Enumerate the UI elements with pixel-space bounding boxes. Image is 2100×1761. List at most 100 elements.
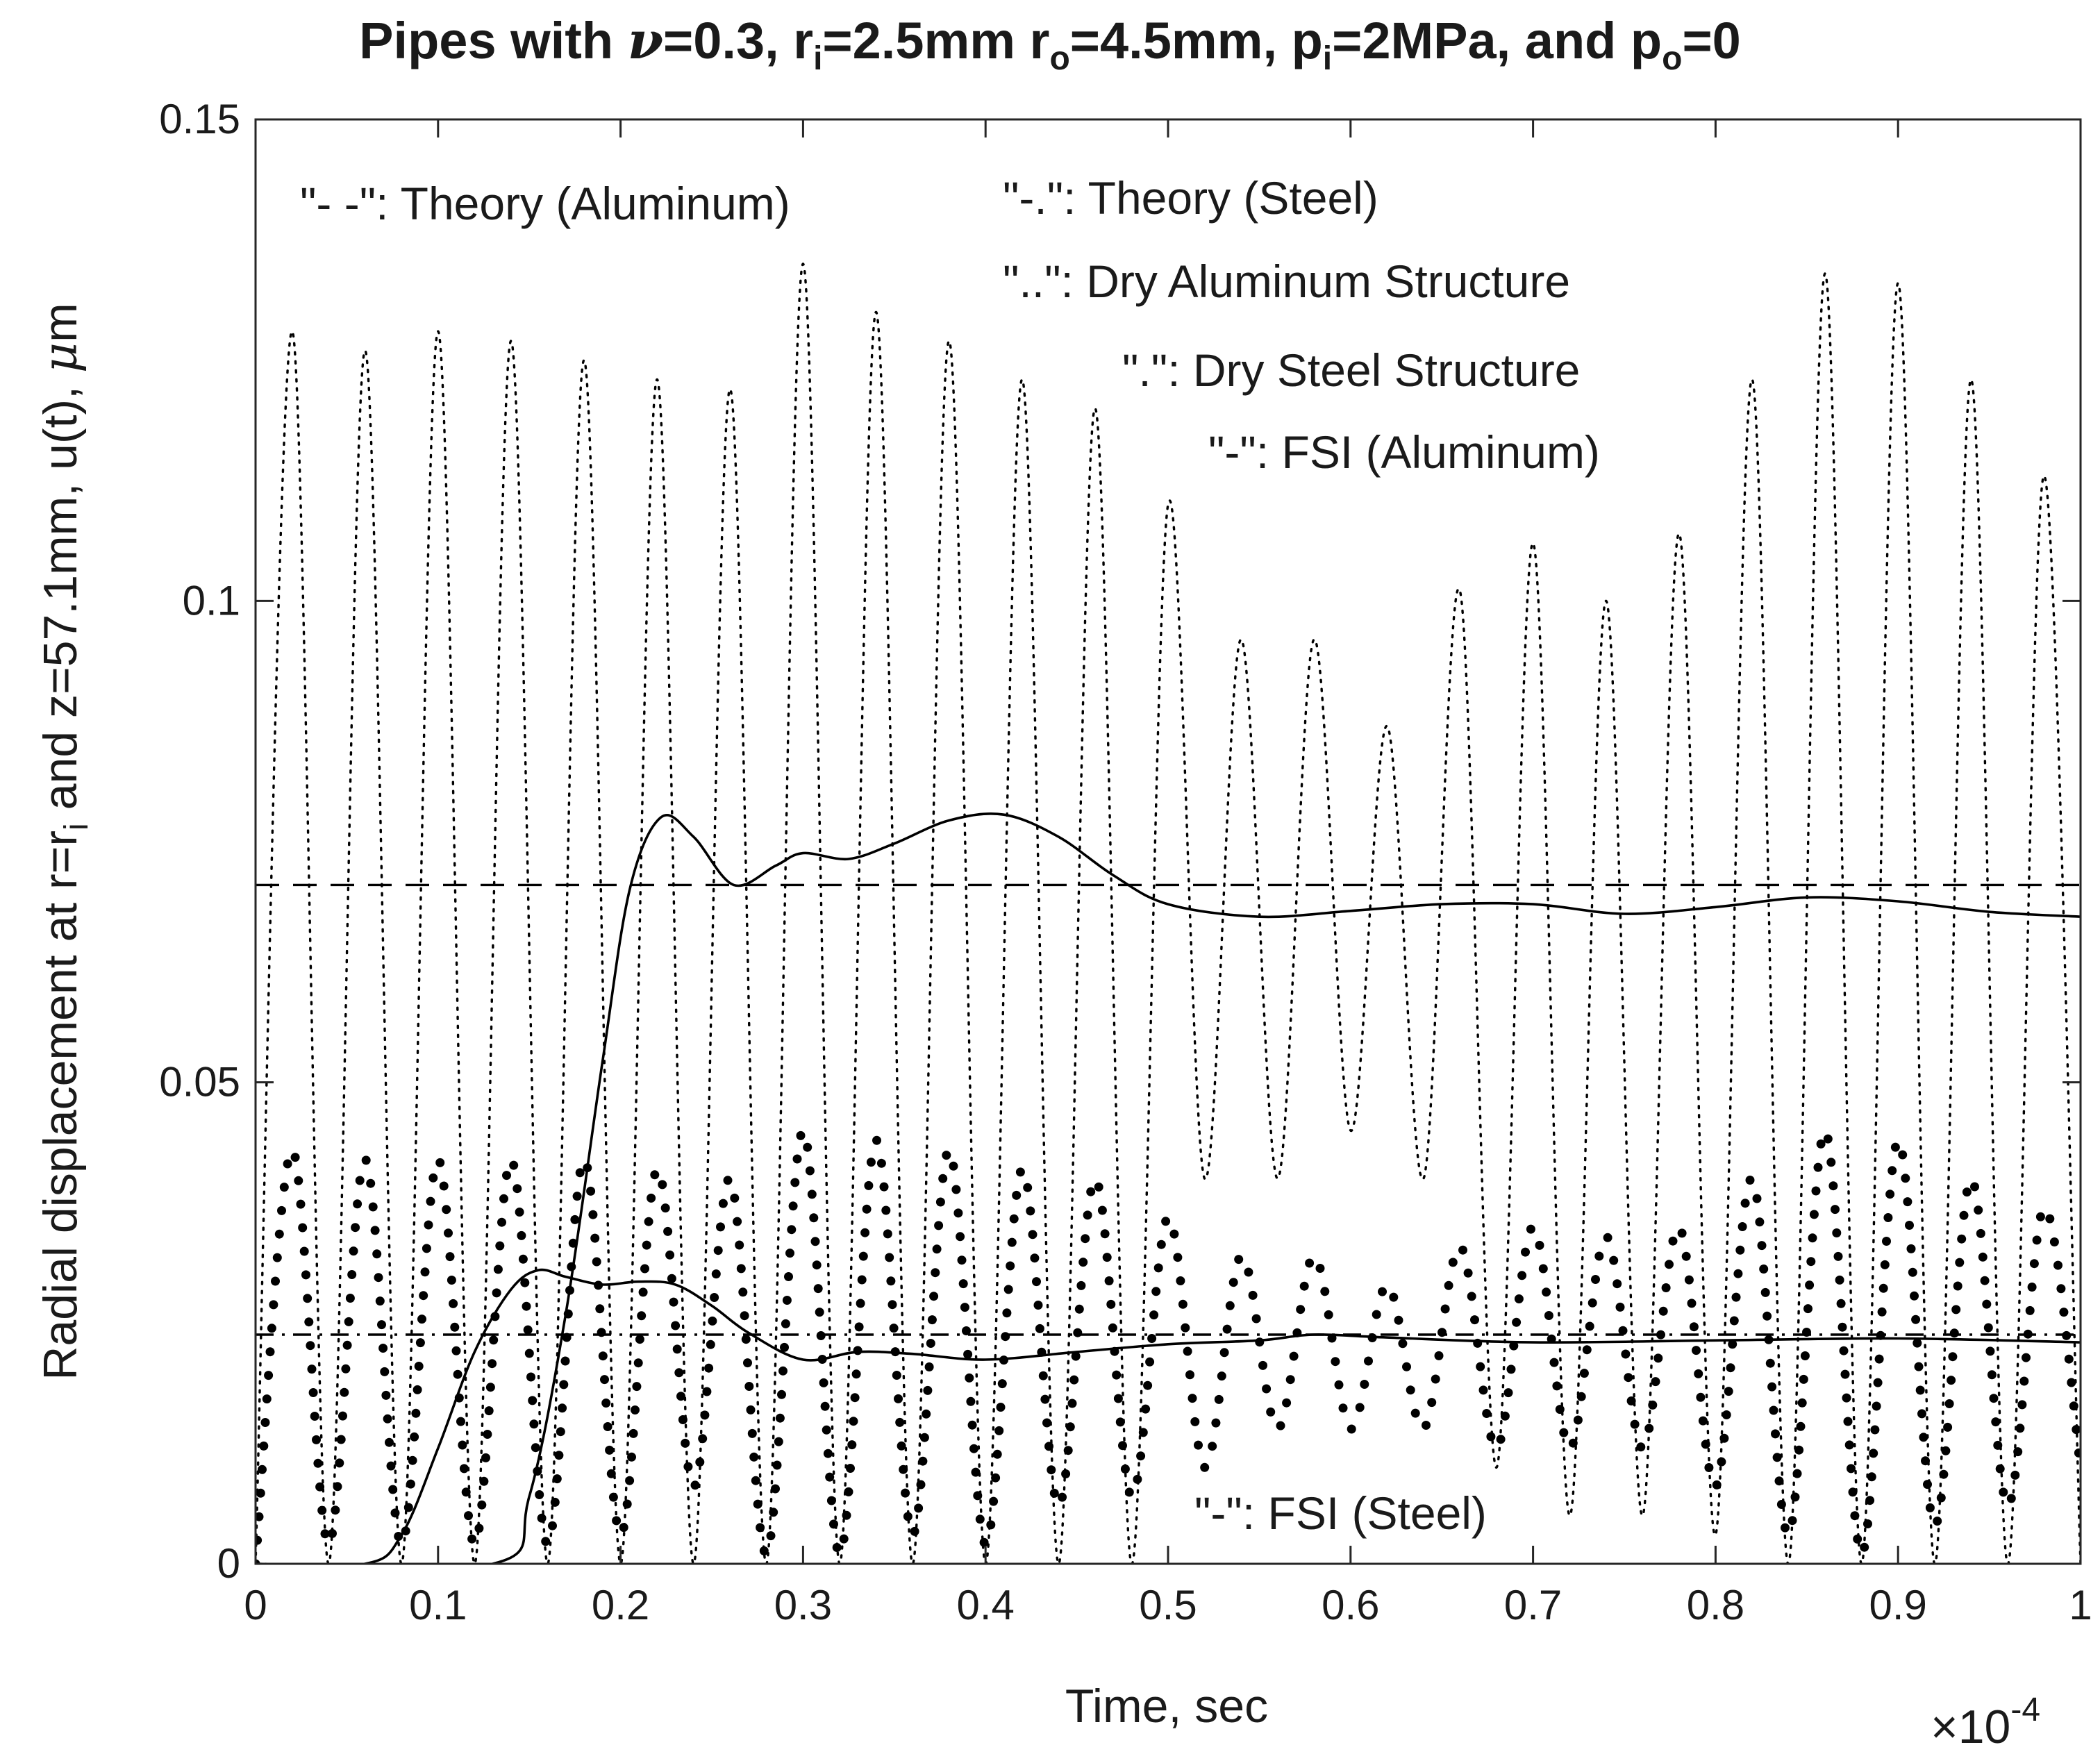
series-dry-steel-structure-point: [772, 1460, 782, 1470]
series-dry-steel-structure-point: [415, 1338, 425, 1348]
series-dry-steel-structure-point: [994, 1426, 1004, 1435]
series-dry-steel-structure-point: [846, 1464, 855, 1473]
series-dry-steel-structure-point: [1953, 1281, 1962, 1291]
series-dry-steel-structure-point: [663, 1226, 673, 1236]
legend-dry-aluminum: "..": Dry Aluminum Structure: [1003, 256, 1570, 307]
series-dry-steel-structure-point: [1677, 1228, 1687, 1238]
series-dry-steel-structure-point: [1194, 1440, 1203, 1450]
series-dry-steel-structure-point: [1757, 1241, 1767, 1251]
series-dry-steel-structure-point: [2069, 1401, 2078, 1411]
series-dry-steel-structure-point: [598, 1351, 608, 1361]
series-dry-steel-structure-point: [1943, 1422, 1953, 1432]
series-dry-steel-structure-point: [1496, 1435, 1506, 1444]
series-dry-steel-structure-point: [669, 1297, 678, 1307]
series-dry-steel-structure-point: [751, 1476, 760, 1485]
series-dry-steel-structure-point: [1544, 1311, 1553, 1320]
series-dry-steel-structure-point: [1032, 1277, 1041, 1287]
series-dry-steel-structure-point: [756, 1523, 765, 1533]
series-dry-steel-structure-point: [1974, 1205, 1983, 1215]
series-dry-steel-structure-point: [374, 1273, 383, 1283]
series-fsi-aluminum-line: [256, 812, 2081, 1564]
series-dry-steel-structure-point: [723, 1176, 733, 1185]
series-dry-steel-structure-point: [548, 1521, 557, 1530]
series-dry-steel-structure-point: [777, 1389, 786, 1399]
series-dry-steel-structure-point: [1656, 1330, 1665, 1339]
series-dry-steel-structure-point: [1398, 1339, 1408, 1349]
series-dry-steel-structure-point: [1636, 1442, 1646, 1452]
series-dry-steel-structure-point: [1448, 1258, 1458, 1267]
series-dry-steel-structure-point: [1509, 1341, 1519, 1351]
series-dry-steel-structure-point: [333, 1482, 342, 1492]
series-dry-steel-structure-point: [414, 1362, 424, 1371]
series-dry-steel-structure-point: [1028, 1230, 1038, 1240]
series-dry-steel-structure-point: [650, 1170, 660, 1180]
series-dry-steel-structure-point: [1745, 1176, 1755, 1185]
series-dry-steel-structure-point: [942, 1151, 951, 1160]
series-dry-steel-structure-point: [345, 1294, 355, 1303]
series-dry-steel-structure-point: [1959, 1210, 1969, 1220]
series-dry-steel-structure-point: [951, 1185, 961, 1194]
series-dry-steel-structure-point: [312, 1435, 321, 1444]
series-dry-steel-structure-point: [449, 1299, 458, 1308]
series-dry-steel-structure-point: [310, 1412, 319, 1421]
series-dry-steel-structure-point: [477, 1500, 487, 1510]
series-dry-steel-structure-point: [502, 1171, 511, 1180]
y-tick-label: 0.1: [183, 577, 240, 624]
series-dry-steel-structure-point: [1482, 1409, 1492, 1418]
series-dry-steel-structure-point: [1324, 1310, 1333, 1319]
series-dry-steel-structure-point: [2023, 1329, 2033, 1339]
series-dry-steel-structure-point: [558, 1403, 567, 1413]
series-dry-steel-structure-point: [1568, 1438, 1578, 1448]
series-dry-steel-structure-point: [1200, 1462, 1210, 1472]
series-dry-steel-structure-point: [562, 1333, 572, 1342]
series-dry-steel-structure-point: [605, 1445, 615, 1455]
series-dry-steel-structure-point: [274, 1229, 284, 1239]
series-dry-steel-structure-point: [860, 1228, 870, 1237]
series-dry-steel-structure-point: [674, 1368, 684, 1378]
series-dry-steel-structure-point: [953, 1208, 963, 1218]
series-dry-steel-structure-point: [929, 1292, 939, 1301]
series-dry-steel-structure-point: [1762, 1311, 1772, 1321]
series-dry-steel-structure-point: [1919, 1433, 1928, 1442]
series-dry-steel-structure-point: [341, 1364, 351, 1374]
series-dry-steel-structure-point: [484, 1406, 494, 1416]
series-dry-steel-structure-point: [340, 1387, 349, 1397]
series-dry-steel-structure-point: [2059, 1308, 2069, 1317]
series-dry-steel-structure-point: [1331, 1357, 1340, 1367]
series-dry-steel-structure-point: [1262, 1384, 1272, 1394]
series-dry-steel-structure-point: [1800, 1351, 1810, 1360]
series-dry-steel-structure-point: [1003, 1285, 1013, 1294]
series-dry-steel-structure-point: [1936, 1493, 1946, 1503]
series-dry-steel-structure-point: [1360, 1380, 1369, 1389]
series-dry-steel-structure-point: [1143, 1380, 1153, 1390]
series-dry-steel-structure-point: [969, 1444, 978, 1453]
series-dry-steel-structure-point: [716, 1222, 725, 1232]
series-dry-steel-structure-point: [388, 1485, 398, 1494]
series-dry-steel-structure-point: [272, 1253, 282, 1262]
series-dry-steel-structure-point: [1905, 1221, 1914, 1230]
series-dry-steel-structure-point: [1023, 1183, 1033, 1192]
series-dry-steel-structure-point: [2019, 1376, 2029, 1386]
series-dry-steel-structure-point: [1440, 1304, 1450, 1314]
series-dry-steel-structure-point: [864, 1180, 874, 1190]
series-dry-steel-structure-point: [1251, 1314, 1261, 1324]
series-dry-steel-structure-point: [1594, 1251, 1604, 1261]
series-dry-steel-structure-point: [851, 1369, 861, 1379]
series-dry-steel-structure-point: [256, 1512, 264, 1521]
series-dry-steel-structure-point: [2072, 1425, 2081, 1435]
series-dry-steel-structure-point: [858, 1251, 868, 1261]
series-dry-steel-structure-point: [844, 1487, 853, 1496]
series-dry-steel-structure-point: [923, 1385, 933, 1395]
series-dry-steel-structure-point: [568, 1238, 578, 1248]
series-dry-steel-structure-point: [1908, 1267, 1917, 1277]
series-dry-steel-structure-point: [1888, 1166, 1897, 1176]
series-dry-steel-structure-point: [1222, 1324, 1232, 1334]
series-dry-steel-structure-point: [632, 1382, 642, 1392]
series-dry-steel-structure-point: [706, 1339, 715, 1349]
series-dry-steel-structure-point: [1870, 1425, 1880, 1435]
series-dry-steel-structure-point: [1320, 1287, 1330, 1296]
series-dry-steel-structure-point: [294, 1176, 303, 1185]
series-dry-steel-structure-point: [523, 1325, 533, 1335]
series-dry-steel-structure-point: [1644, 1424, 1654, 1433]
series-dry-steel-structure-point: [1831, 1205, 1840, 1215]
